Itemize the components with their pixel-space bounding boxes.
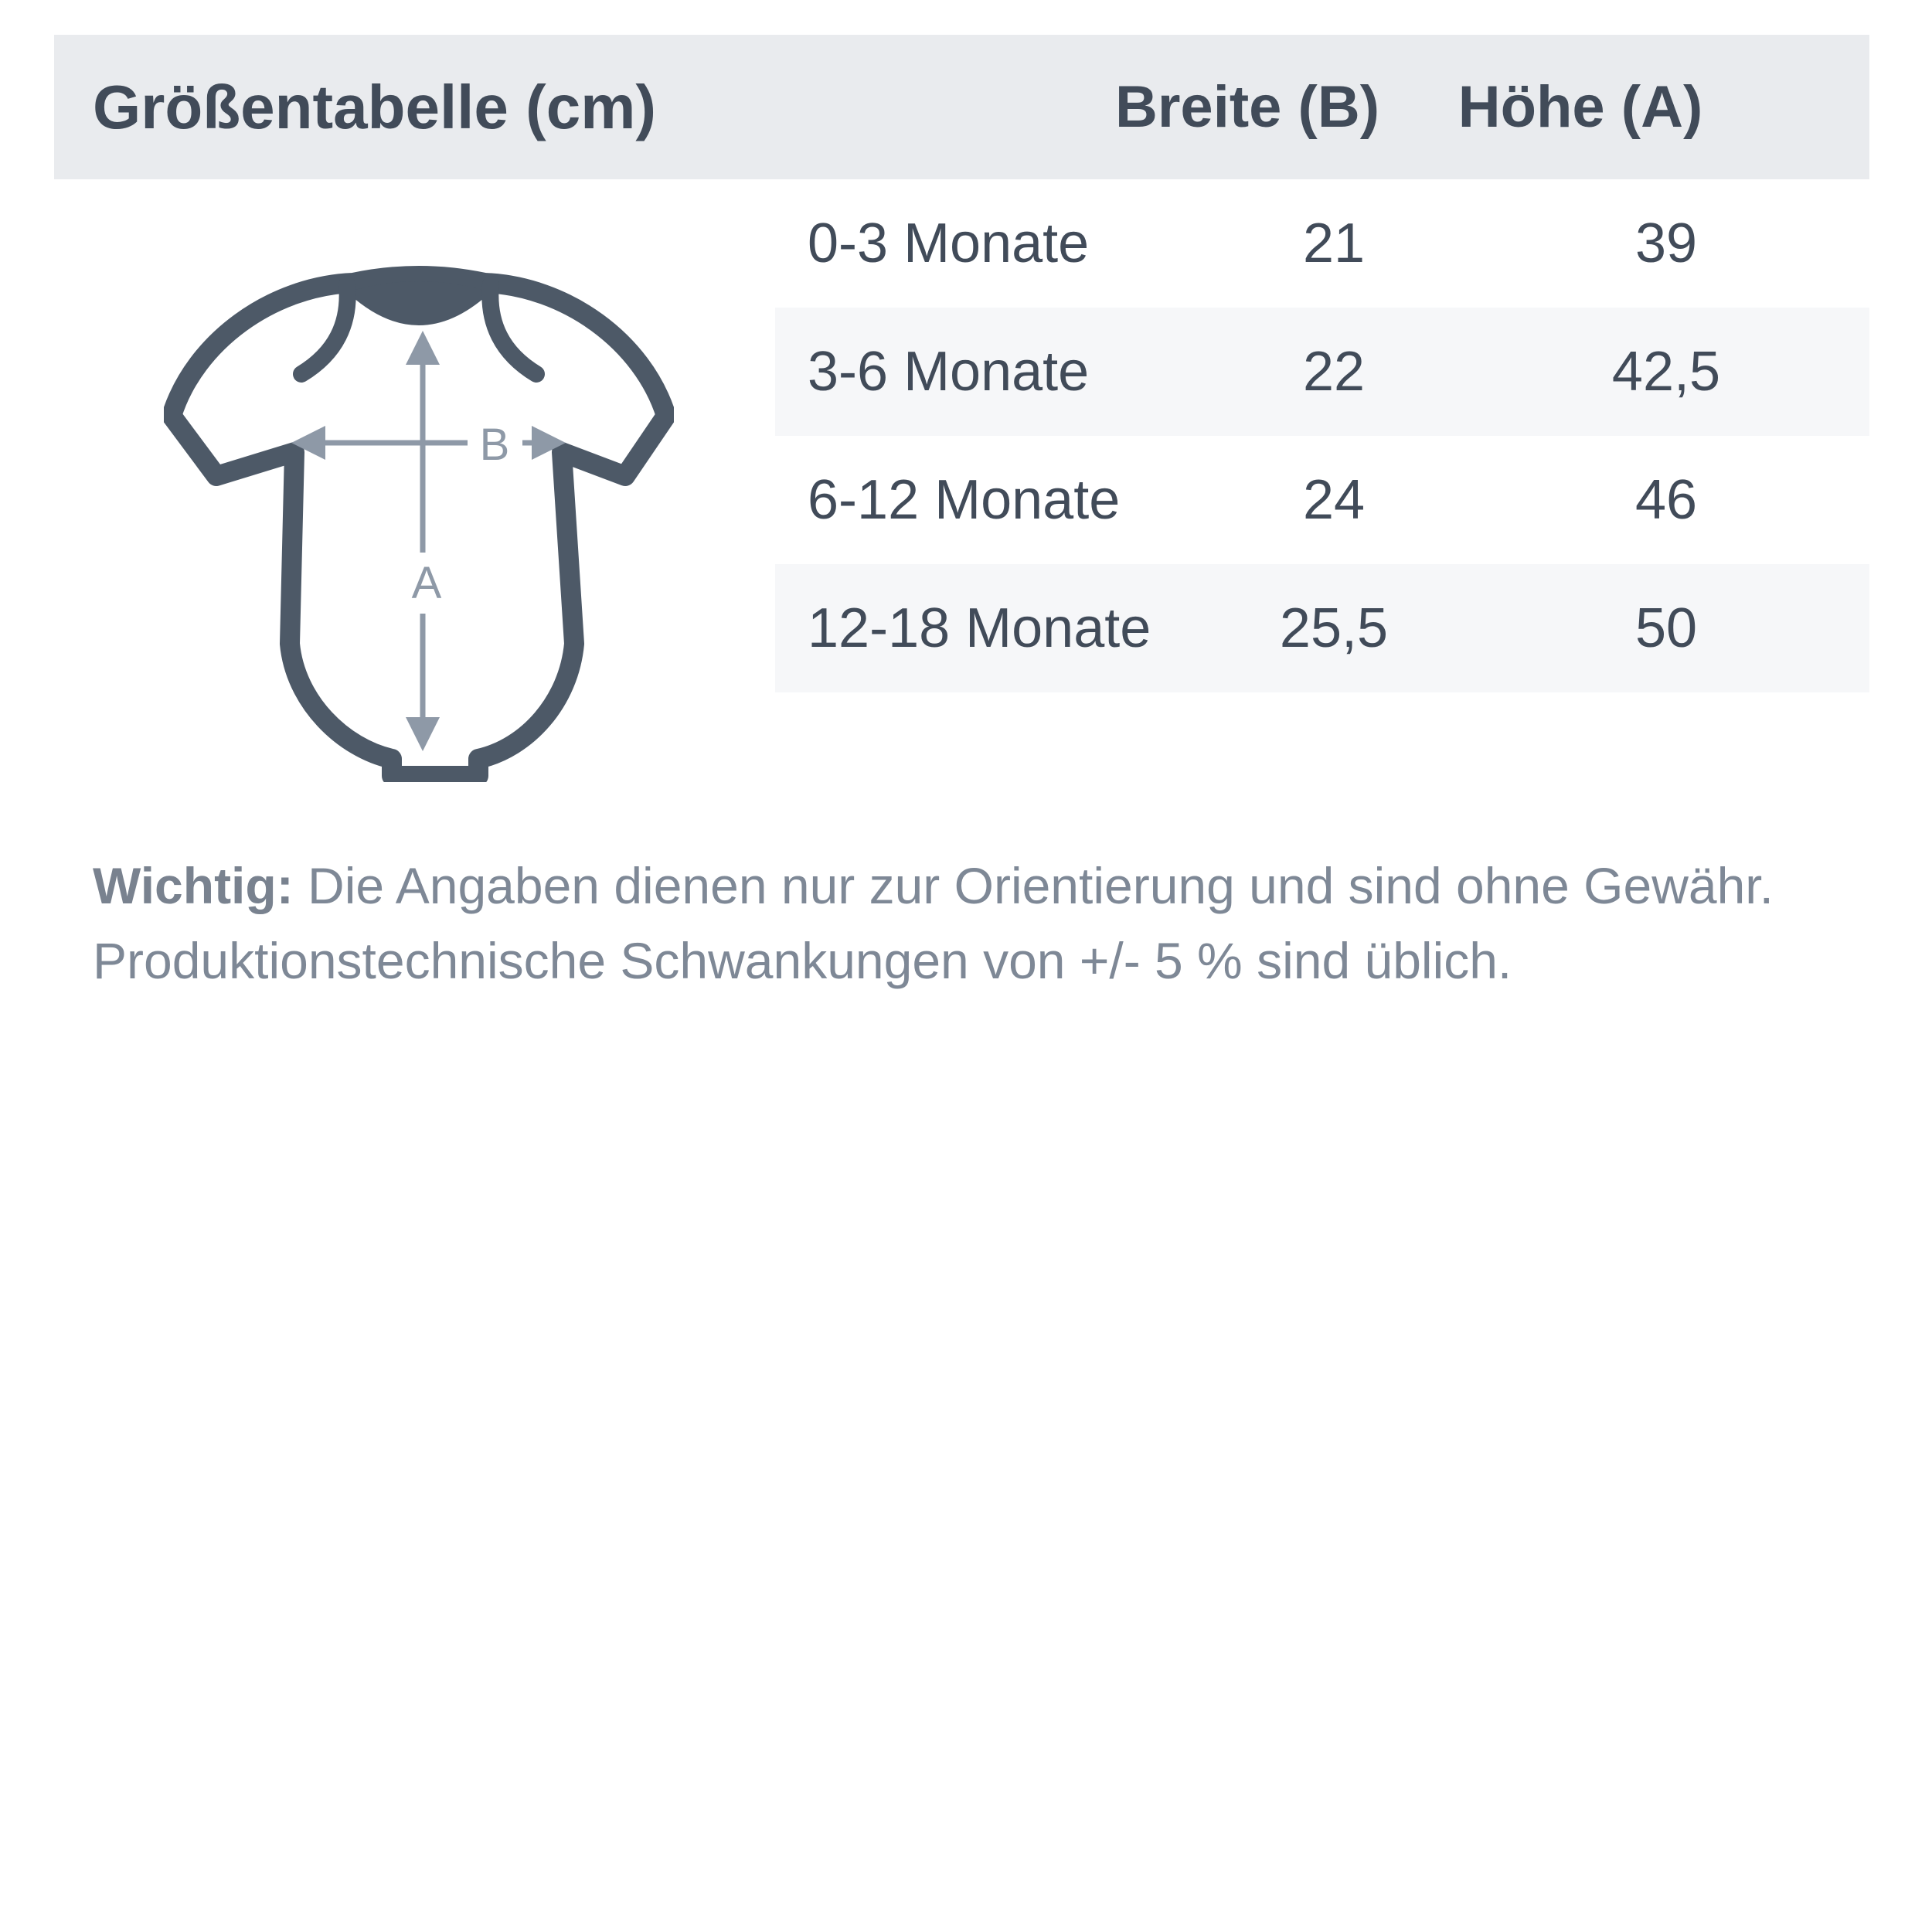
table-row: 3-6 Monate 22 42,5 [775,308,1869,436]
height-value: 42,5 [1611,341,1721,403]
bodysuit-svg: A B [162,266,676,786]
table-row: 6-12 Monate 24 46 [775,436,1869,564]
disclaimer-line2: Produktionstechnische Schwankungen von +… [93,932,1512,989]
table-header-row: Größentabelle (cm) Breite (B) Höhe (A) [54,35,1869,179]
height-value: 46 [1634,469,1698,531]
size-label: 0-3 Monate [808,213,1090,274]
width-value: 22 [1302,341,1366,403]
width-arrow-label: B [480,420,510,470]
disclaimer-line1: Die Angaben dienen nur zur Orientierung … [293,857,1774,914]
width-arrow [291,426,566,460]
height-value: 50 [1634,597,1698,659]
width-value: 21 [1302,213,1366,274]
size-table: 0-3 Monate 21 39 3-6 Monate 22 42,5 6-12… [775,179,1869,692]
width-value: 24 [1302,469,1366,531]
disclaimer-text: Wichtig: Die Angaben dienen nur zur Orie… [93,849,1855,998]
height-value: 39 [1634,213,1698,274]
table-row: 0-3 Monate 21 39 [775,179,1869,308]
left-shoulder-seam [293,276,356,383]
column-header-width: Breite (B) [1114,74,1380,140]
page-title: Größentabelle (cm) [93,72,657,141]
disclaimer-bold-prefix: Wichtig: [93,857,294,914]
height-arrow [406,331,440,751]
size-label: 12-18 Monate [808,597,1151,659]
width-value: 25,5 [1279,597,1389,659]
right-shoulder-seam [481,276,545,383]
size-label: 3-6 Monate [808,341,1090,403]
baby-bodysuit-icon: A B [162,257,676,786]
bodysuit-outline [162,266,676,786]
height-arrow-label: A [412,558,442,608]
table-row: 12-18 Monate 25,5 50 [775,564,1869,692]
column-header-height: Höhe (A) [1458,74,1703,140]
size-label: 6-12 Monate [808,469,1121,531]
collar-shape [347,281,491,325]
